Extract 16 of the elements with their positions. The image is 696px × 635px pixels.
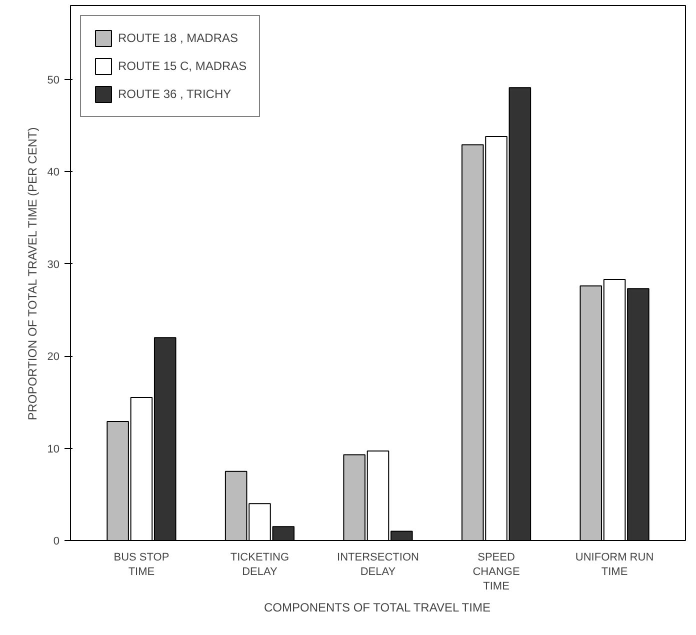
x-tick-label: BUS STOP TIME	[114, 552, 170, 578]
y-tick-label: 10	[47, 443, 60, 456]
y-tick-label: 50	[47, 74, 60, 86]
x-axis-title: COMPONENTS OF TOTAL TRAVEL TIME	[264, 600, 490, 614]
x-tick-label: SPEED CHANGE TIME	[472, 552, 520, 592]
legend-label: ROUTE 18 , MADRAS	[118, 31, 238, 45]
y-tick-label: 40	[47, 166, 60, 179]
y-tick-label: 0	[53, 536, 60, 548]
legend-label: ROUTE 36 , TRICHY	[118, 87, 232, 101]
y-tick-label: 30	[47, 258, 60, 271]
x-tick-label: TICKETING DELAY	[230, 552, 290, 578]
y-tick-label: 20	[47, 351, 60, 364]
legend-label: ROUTE 15 C, MADRAS	[118, 59, 247, 73]
y-axis-title: PROPORTION OF TOTAL TRAVEL TIME (PER CENT)	[25, 127, 40, 420]
x-tick-label: INTERSECTION DELAY	[337, 552, 420, 578]
x-tick-label: UNIFORM RUN TIME	[575, 552, 654, 578]
